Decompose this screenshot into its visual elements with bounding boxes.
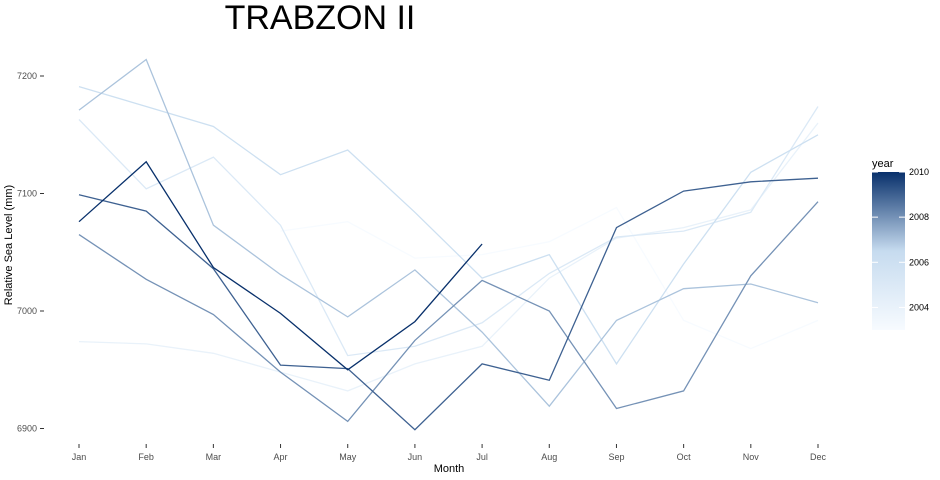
legend-colorbar <box>872 172 905 330</box>
series-line-2003 <box>280 206 819 350</box>
legend-tick-label: 2004 <box>909 302 929 312</box>
series-line-2010 <box>78 160 483 371</box>
legend-title: year <box>872 158 894 170</box>
chart-title: TRABZON II <box>225 0 416 37</box>
x-tick-label: Jan <box>72 452 87 462</box>
x-axis: Jan Feb Mar Apr May Jun Jul Aug Sep Oct Nov Dec <box>72 444 827 462</box>
legend-tick-label: 2010 <box>909 167 929 177</box>
series-line-2008 <box>78 201 819 423</box>
x-tick-label: Oct <box>677 452 692 462</box>
y-tick-label: 7100 <box>17 189 37 199</box>
y-axis-title: Relative Sea Level (mm) <box>3 185 15 305</box>
x-tick-label: May <box>339 452 357 462</box>
x-tick-label: Sep <box>608 452 624 462</box>
legend-tick-label: 2008 <box>909 212 929 222</box>
series-line-2005 <box>78 106 819 357</box>
legend-tick-label: 2006 <box>909 257 929 267</box>
x-axis-title: Month <box>434 463 465 475</box>
x-tick-label: Dec <box>810 452 827 462</box>
y-tick-label: 6900 <box>17 424 37 434</box>
x-tick-label: Mar <box>206 452 222 462</box>
series-line-2006 <box>78 85 819 366</box>
y-tick-label: 7200 <box>17 71 37 81</box>
x-tick-label: Apr <box>274 452 288 462</box>
y-tick-label: 7000 <box>17 306 37 316</box>
series-line-2004 <box>78 122 819 392</box>
x-tick-label: Jun <box>408 452 423 462</box>
x-tick-label: Feb <box>138 452 154 462</box>
series-line-2007 <box>78 58 819 408</box>
plot-lines <box>78 58 819 431</box>
x-tick-label: Jul <box>476 452 488 462</box>
y-axis: 6900 7000 7100 7200 <box>17 71 44 434</box>
legend: year 2004 2006 2008 2010 <box>872 158 929 330</box>
x-tick-label: Aug <box>541 452 557 462</box>
series-line-2009 <box>78 177 819 431</box>
x-tick-label: Nov <box>743 452 760 462</box>
